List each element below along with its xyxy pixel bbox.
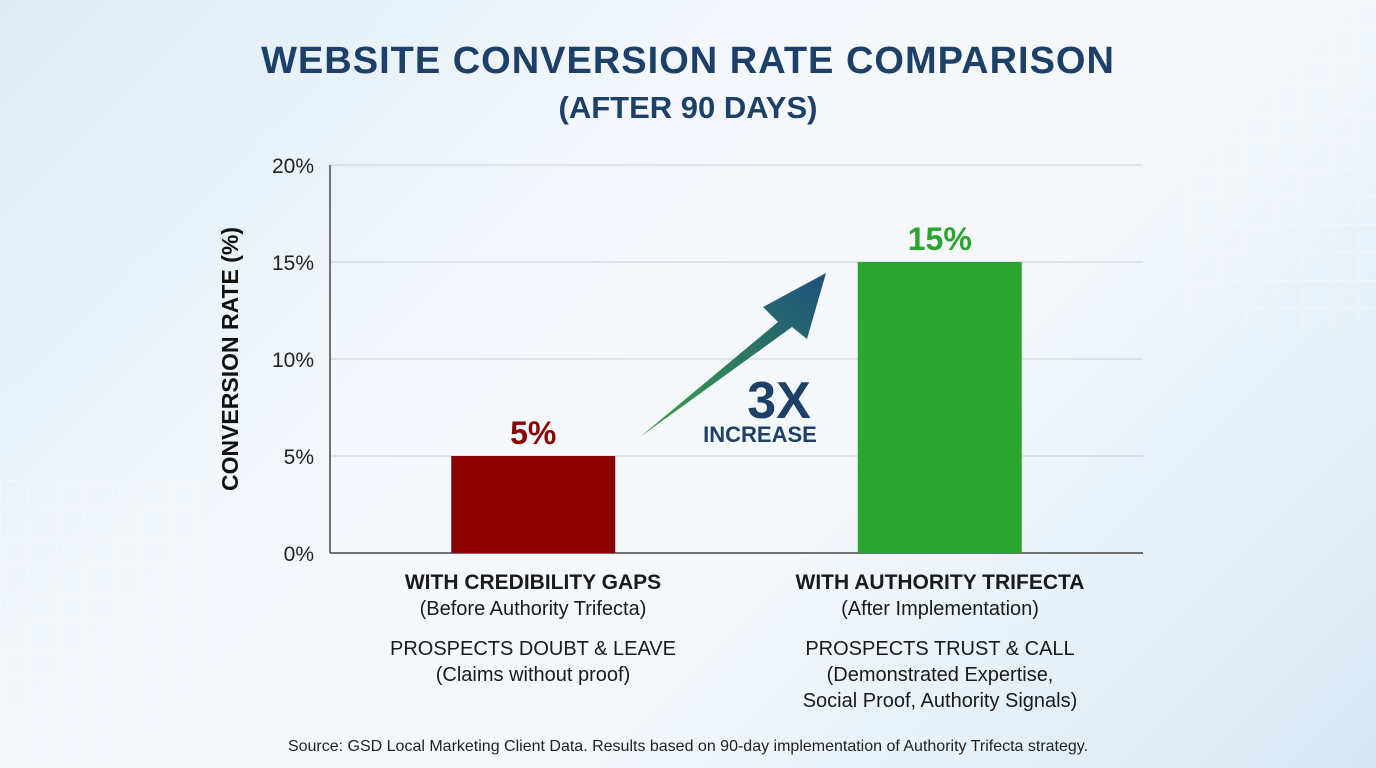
y-tick-label: 10%: [272, 349, 314, 372]
increase-arrow-icon: [640, 273, 826, 437]
bar-value-label: 5%: [510, 415, 556, 451]
category-note: PROSPECTS DOUBT & LEAVE: [389, 638, 676, 660]
y-tick-label: 20%: [272, 155, 314, 178]
bar: [857, 262, 1022, 553]
background-grid-decoration: [1190, 0, 1376, 330]
y-tick-label: 15%: [272, 252, 314, 275]
y-axis-label: CONVERSION RATE (%): [217, 227, 243, 491]
category-name: WITH CREDIBILITY GAPS: [404, 571, 662, 594]
category-note: PROSPECTS TRUST & CALL: [805, 638, 1075, 660]
category-note-line: (Demonstrated Expertise,: [826, 664, 1054, 686]
source-note: Source: GSD Local Marketing Client Data.…: [287, 738, 1089, 755]
y-tick-label: 5%: [284, 446, 314, 469]
chart-subtitle: (AFTER 90 DAYS): [558, 90, 818, 125]
bar: [451, 456, 616, 553]
bar-value-label: 15%: [908, 221, 972, 257]
annotation-small: INCREASE: [703, 422, 817, 447]
annotation-big: 3X: [747, 372, 811, 430]
category-label-0: WITH CREDIBILITY GAPS (Before Authority …: [323, 570, 743, 688]
y-tick-label: 0%: [284, 543, 314, 566]
category-note-line: (Claims without proof): [435, 664, 631, 686]
category-label-1: WITH AUTHORITY TRIFECTA (After Implement…: [730, 570, 1150, 714]
background-grid-decoration: [0, 480, 200, 768]
chart-title: WEBSITE CONVERSION RATE COMPARISON: [261, 40, 1115, 82]
category-sub: (After Implementation): [841, 598, 1039, 620]
category-name: WITH AUTHORITY TRIFECTA: [795, 571, 1085, 594]
category-note-line: Social Proof, Authority Signals): [802, 690, 1078, 712]
category-sub: (Before Authority Trifecta): [419, 598, 647, 620]
